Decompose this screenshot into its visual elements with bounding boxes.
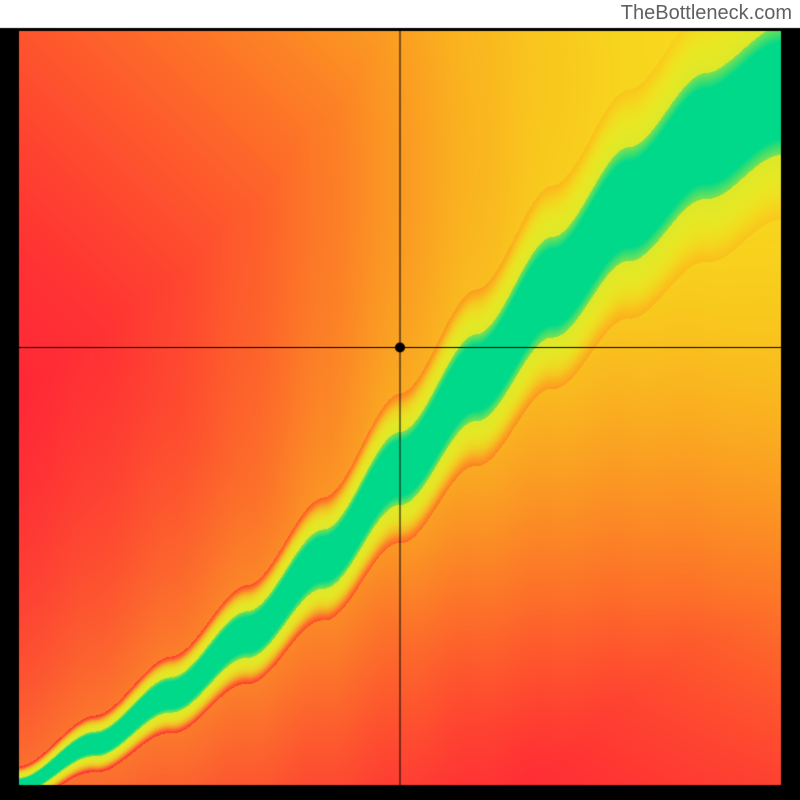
- heatmap-canvas: [0, 0, 800, 800]
- watermark-text: TheBottleneck.com: [621, 2, 792, 25]
- chart-container: TheBottleneck.com: [0, 0, 800, 800]
